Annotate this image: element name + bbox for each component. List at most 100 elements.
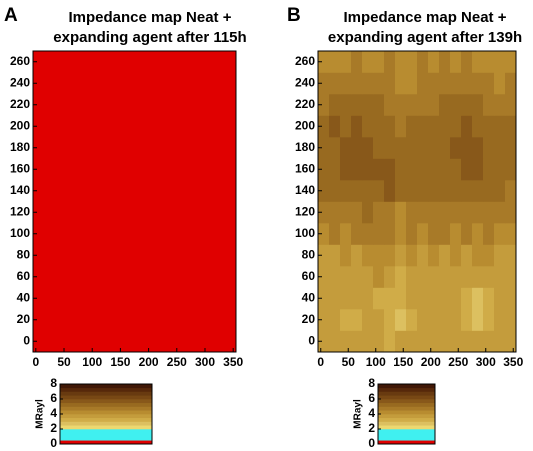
- heat-cell: [439, 94, 451, 116]
- colorbar-band: [60, 406, 152, 411]
- heat-cell: [351, 266, 363, 288]
- colorbar-tick-label: 4: [368, 406, 375, 420]
- heat-cell: [406, 72, 418, 95]
- x-tick-label: 250: [167, 355, 187, 369]
- heat-cell: [362, 201, 374, 224]
- heat-cell: [362, 266, 374, 288]
- heat-cell: [318, 309, 330, 331]
- heat-cell: [494, 309, 506, 331]
- heat-cell: [439, 137, 451, 159]
- heat-cell: [373, 115, 385, 138]
- heat-cell: [351, 115, 363, 138]
- heat-cell: [384, 201, 396, 224]
- heat-cell: [351, 180, 363, 202]
- heat-cell: [395, 330, 407, 353]
- y-tick-label: 100: [10, 226, 30, 240]
- heat-cell: [318, 51, 330, 73]
- heat-cell: [318, 72, 330, 95]
- heat-cell: [483, 223, 495, 245]
- heat-cell: [362, 244, 374, 267]
- heat-cell: [450, 201, 462, 224]
- heat-cell: [428, 94, 440, 116]
- y-tick-label: 140: [295, 183, 315, 197]
- y-tick-label: 120: [10, 204, 30, 218]
- colorbar-tick-label: 0: [368, 436, 375, 450]
- y-tick-label: 200: [10, 118, 30, 132]
- heat-cell: [318, 137, 330, 159]
- colorbar-band: [378, 417, 435, 422]
- colorbar-tick-label: 8: [50, 376, 57, 390]
- heat-cell: [483, 180, 495, 202]
- heat-cell: [351, 309, 363, 331]
- heat-cell: [384, 266, 396, 288]
- heat-cell: [373, 72, 385, 95]
- heat-cell: [428, 244, 440, 267]
- colorbar-tick-label: 6: [50, 391, 57, 405]
- heat-cell: [351, 72, 363, 95]
- heat-cell: [450, 330, 462, 353]
- heat-cell: [483, 137, 495, 159]
- heat-cell: [417, 51, 429, 73]
- x-tick-label: 300: [476, 355, 496, 369]
- heat-cell: [450, 115, 462, 138]
- heat-cell: [340, 223, 352, 245]
- chart-title: expanding agent after 115h: [53, 29, 246, 46]
- heat-cell: [450, 180, 462, 202]
- heat-cell: [362, 287, 374, 310]
- heat-cell: [450, 137, 462, 159]
- heat-cell: [318, 330, 330, 353]
- heat-cell: [439, 309, 451, 331]
- heat-cell: [340, 266, 352, 288]
- y-tick-label: 60: [17, 269, 31, 283]
- heat-cell: [505, 309, 517, 331]
- heat-cell: [417, 94, 429, 116]
- heat-cell: [450, 72, 462, 95]
- heat-cell: [384, 180, 396, 202]
- heat-cell: [395, 309, 407, 331]
- heat-cell: [461, 223, 473, 245]
- heat-cell: [450, 244, 462, 267]
- heat-cell: [428, 309, 440, 331]
- heat-cell: [318, 223, 330, 245]
- heat-cell: [373, 266, 385, 288]
- colorbar-band: [378, 384, 435, 389]
- y-tick-label: 40: [302, 290, 316, 304]
- heat-cell: [505, 137, 517, 159]
- heat-cell: [395, 223, 407, 245]
- heat-cell: [340, 51, 352, 73]
- y-tick-label: 40: [17, 290, 31, 304]
- colorbar-band: [60, 395, 152, 400]
- colorbar-band: [60, 384, 152, 389]
- heat-cell: [362, 137, 374, 159]
- heat-cell: [505, 51, 517, 73]
- x-tick-label: 50: [57, 355, 71, 369]
- heat-cell: [406, 223, 418, 245]
- heat-cell: [384, 94, 396, 116]
- heat-cell: [505, 115, 517, 138]
- heat-cell: [483, 266, 495, 288]
- heat-cell: [351, 137, 363, 159]
- heat-cell: [494, 137, 506, 159]
- heat-cell: [329, 287, 341, 310]
- y-tick-label: 140: [10, 183, 30, 197]
- heat-cell: [417, 223, 429, 245]
- heat-cell: [483, 201, 495, 224]
- heat-cell: [461, 309, 473, 331]
- heat-cell: [362, 223, 374, 245]
- heat-cell: [472, 244, 484, 267]
- heat-cell: [329, 223, 341, 245]
- heat-cell: [340, 94, 352, 116]
- heat-cell: [340, 309, 352, 331]
- heat-cell: [373, 244, 385, 267]
- heat-cell: [428, 287, 440, 310]
- heat-cell: [318, 180, 330, 202]
- heat-cell: [417, 309, 429, 331]
- heat-cell: [373, 223, 385, 245]
- heat-cell: [494, 115, 506, 138]
- heat-cell: [494, 223, 506, 245]
- heat-cell: [384, 158, 396, 181]
- heat-cell: [351, 201, 363, 224]
- heat-cell: [384, 137, 396, 159]
- y-tick-label: 220: [10, 97, 30, 111]
- heat-cell: [439, 266, 451, 288]
